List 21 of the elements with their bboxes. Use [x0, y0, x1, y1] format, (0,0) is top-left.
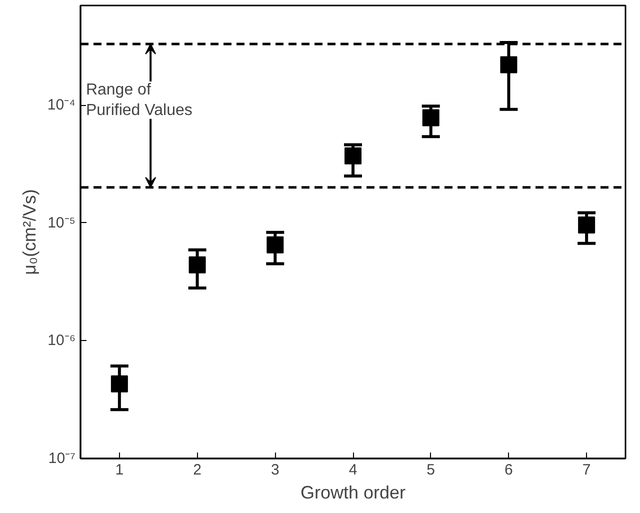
- point: [266, 236, 284, 254]
- x-tick-label: 7: [582, 462, 591, 478]
- point: [110, 375, 128, 392]
- x-tick-label: 2: [193, 462, 202, 478]
- point: [188, 256, 206, 274]
- y-axis-title: μ₀(cm²/Vs): [19, 189, 40, 275]
- x-tick-label: 1: [115, 462, 124, 478]
- y-tick-label: 10⁻⁴: [47, 96, 76, 114]
- y-tick-label: 10⁻⁶: [48, 332, 76, 350]
- y-tick-label: 10⁻⁵: [48, 214, 76, 232]
- point: [422, 109, 440, 126]
- x-axis-title: Growth order: [300, 482, 406, 502]
- x-tick-label: 5: [426, 462, 436, 478]
- point: [578, 216, 596, 234]
- x-tick-label: 6: [504, 462, 513, 478]
- y-tick-label: 10⁻⁷: [48, 450, 76, 467]
- point: [500, 56, 518, 74]
- annotation: Range of Purified Values: [86, 81, 192, 119]
- x-tick-label: 3: [270, 462, 280, 478]
- point: [344, 147, 362, 164]
- x-tick-label: 4: [348, 462, 358, 478]
